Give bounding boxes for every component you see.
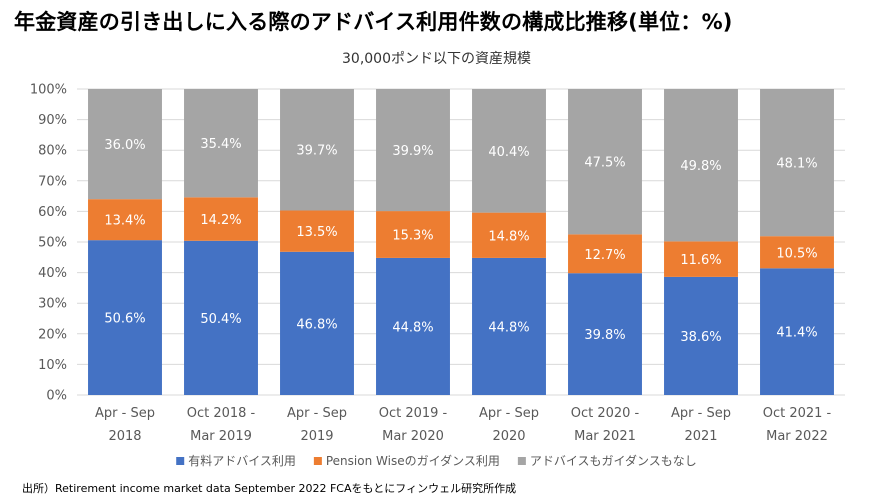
legend-entry: 有料アドバイス利用: [188, 454, 296, 468]
x-tick-label: 2019: [300, 429, 333, 444]
y-tick-label: 50%: [38, 236, 67, 251]
y-tick-label: 80%: [38, 144, 67, 159]
bar-segment: [184, 240, 258, 395]
bar-segment: [472, 212, 546, 258]
x-tick-label: Apr - Sep: [671, 406, 731, 421]
x-tick-label: Mar 2019: [190, 429, 252, 444]
legend-swatch: [517, 457, 526, 465]
data-label: 35.4%: [200, 137, 241, 152]
y-tick-label: 30%: [38, 297, 67, 312]
bar-segment: [184, 197, 258, 241]
y-tick-label: 60%: [38, 205, 67, 220]
data-label: 38.6%: [680, 330, 721, 345]
bar-segment: [88, 89, 162, 200]
bar-segment: [88, 240, 162, 395]
data-label: 14.2%: [200, 213, 241, 228]
legend-swatch: [313, 457, 322, 465]
chart-subtitle: 30,000ポンド以下の資産規模: [342, 51, 531, 67]
y-tick-label: 0%: [46, 389, 67, 404]
data-label: 48.1%: [776, 157, 817, 172]
bar-segment: [664, 276, 738, 395]
bar-segment: [472, 89, 546, 213]
data-label: 15.3%: [392, 229, 433, 244]
data-label: 14.8%: [488, 229, 529, 244]
bar-segment: [760, 89, 834, 237]
bar-segment: [568, 89, 642, 235]
bar-segment: [472, 257, 546, 395]
bar-segment: [664, 241, 738, 277]
y-tick-label: 40%: [38, 266, 67, 281]
x-tick-label: Oct 2018 -: [187, 406, 256, 421]
bar-segment: [376, 257, 450, 395]
x-tick-label: Mar 2020: [382, 429, 444, 444]
data-label: 50.4%: [200, 312, 241, 327]
chart-title: 年金資産の引き出しに入る際のアドバイス利用件数の構成比推移(単位：%): [14, 10, 733, 34]
y-tick-label: 10%: [38, 358, 67, 373]
x-axis-ticks: Apr - Sep 2018 Oct 2018 - Mar 2019 Apr - Sep…: [95, 406, 832, 444]
data-label: 47.5%: [584, 156, 625, 171]
bar-segment: [568, 273, 642, 395]
data-label: 44.8%: [392, 320, 433, 335]
x-tick-label: Mar 2021: [574, 429, 636, 444]
data-label: 36.0%: [104, 138, 145, 153]
legend-swatch: [176, 457, 185, 465]
x-tick-label: Apr - Sep: [287, 406, 347, 421]
y-tick-label: 90%: [38, 113, 67, 128]
source-footnote: 出所）Retirement income market data Septemb…: [22, 482, 517, 495]
data-label: 10.5%: [776, 246, 817, 261]
bar-segment: [280, 210, 354, 252]
data-label: 11.6%: [680, 253, 721, 268]
bar-segment: [280, 89, 354, 211]
x-tick-label: Apr - Sep: [95, 406, 155, 421]
data-label: 49.8%: [680, 159, 721, 174]
data-label: 40.4%: [488, 145, 529, 160]
data-label: 46.8%: [296, 317, 337, 332]
data-label: 44.8%: [488, 320, 529, 335]
x-tick-label: Apr - Sep: [479, 406, 539, 421]
bar-segment: [760, 268, 834, 395]
legend-entry: Pension Wiseのガイダンス利用: [326, 453, 500, 468]
x-tick-label: Mar 2022: [766, 429, 828, 444]
bars: 50.6% 13.4% 36.0% 50.4% 14.2% 35.4% 46.8% 13.5%…: [88, 89, 834, 395]
bar-segment: [376, 89, 450, 212]
x-tick-label: Oct 2019 -: [379, 406, 448, 421]
bar-segment: [760, 236, 834, 269]
y-axis-ticks: 0% 10% 20% 30% 40% 50% 60% 70% 80% 90% 100%: [30, 83, 67, 404]
legend: 有料アドバイス利用 Pension Wiseのガイダンス利用 アドバイスもガイダンス…: [176, 453, 697, 468]
x-tick-label: 2020: [492, 429, 525, 444]
data-label: 39.9%: [392, 144, 433, 159]
bar-segment: [376, 211, 450, 258]
x-tick-label: Oct 2020 -: [571, 406, 640, 421]
data-label: 13.5%: [296, 225, 337, 240]
data-label: 39.8%: [584, 328, 625, 343]
legend-entry: アドバイスもガイダンスもなし: [530, 453, 697, 468]
bar-segment: [184, 89, 258, 198]
x-tick-label: 2021: [684, 429, 717, 444]
x-tick-label: Oct 2021 -: [763, 406, 832, 421]
y-tick-label: 100%: [30, 83, 67, 98]
bar-segment: [280, 251, 354, 395]
data-label: 13.4%: [104, 214, 145, 229]
bar-segment: [568, 234, 642, 274]
data-label: 12.7%: [584, 248, 625, 263]
bar-segment: [664, 89, 738, 242]
y-tick-label: 20%: [38, 327, 67, 342]
data-label: 41.4%: [776, 326, 817, 341]
y-tick-label: 70%: [38, 174, 67, 189]
data-label: 39.7%: [296, 144, 337, 159]
bar-segment: [88, 199, 162, 241]
x-tick-label: 2018: [108, 429, 141, 444]
data-label: 50.6%: [104, 312, 145, 327]
